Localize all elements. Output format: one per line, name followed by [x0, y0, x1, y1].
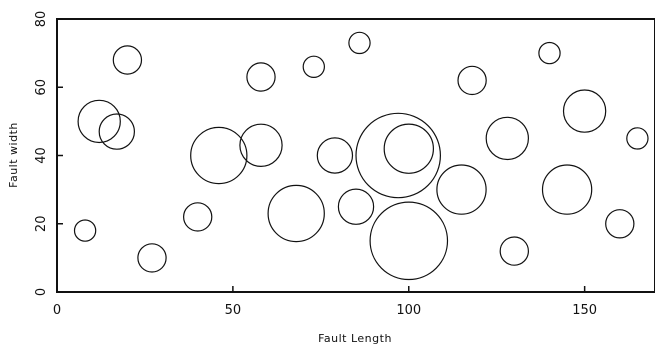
fault-circle	[190, 126, 248, 185]
fault-circle	[337, 188, 375, 225]
fault-circle	[499, 236, 529, 266]
fault-circle	[302, 55, 325, 79]
y-tick-label: 40	[34, 147, 49, 164]
fault-circle	[112, 45, 143, 75]
fault-circle	[239, 123, 283, 168]
y-tick-label: 20	[34, 216, 49, 233]
fault-circle	[355, 112, 442, 199]
y-axis-label: Fault width	[7, 122, 20, 188]
y-tick-label: 0	[34, 288, 49, 296]
fault-circle	[98, 113, 136, 150]
x-tick-label: 0	[53, 303, 61, 318]
fault-circle	[538, 41, 561, 65]
x-tick-label: 150	[572, 303, 597, 318]
y-tick-label: 60	[34, 79, 49, 96]
fault-circle	[383, 123, 434, 174]
fault-circle	[73, 219, 97, 242]
x-axis-label: Fault Length	[318, 332, 392, 345]
fault-circle	[485, 116, 529, 161]
x-tick-label: 50	[225, 303, 242, 318]
fault-circle	[626, 127, 649, 150]
axis-layer: 0 50 100 150 0 20 40 60 80	[34, 11, 655, 318]
fault-circle	[369, 201, 449, 281]
x-tick-label: 100	[396, 303, 421, 318]
fault-circle	[137, 243, 167, 273]
fault-circle	[436, 164, 487, 215]
fault-circle	[182, 202, 213, 232]
fault-circle	[316, 137, 354, 174]
fault-circle	[605, 209, 635, 239]
fault-circle	[77, 99, 121, 144]
fault-circle	[562, 89, 607, 133]
fault-circle	[246, 62, 276, 92]
fault-circle	[457, 65, 487, 96]
fault-circle	[541, 164, 593, 215]
fault-circle	[267, 184, 325, 243]
y-tick-label: 80	[34, 11, 49, 28]
fault-circle	[348, 31, 371, 55]
plot-layer	[73, 31, 649, 281]
